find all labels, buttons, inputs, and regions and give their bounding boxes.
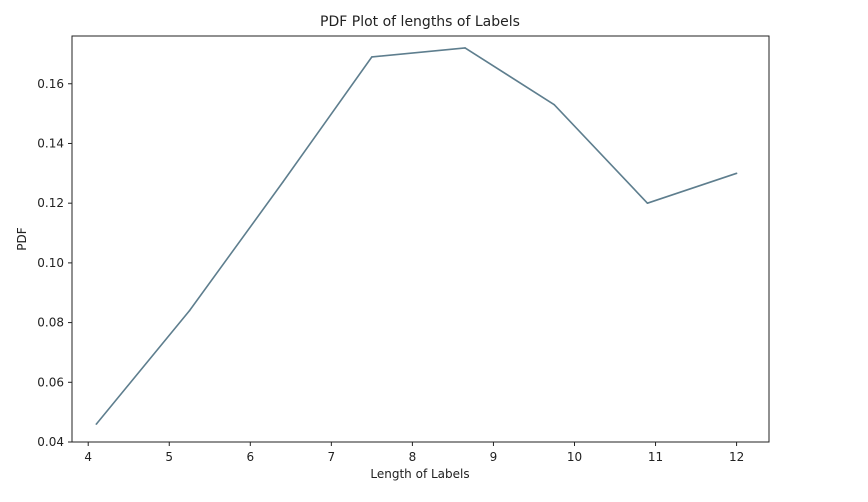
series-point (646, 202, 649, 204)
x-tick-label: 9 (490, 450, 498, 464)
series-line (95, 47, 737, 425)
x-tick-label: 4 (84, 450, 92, 464)
series-point (95, 423, 98, 425)
y-tick-label: 0.12 (37, 196, 64, 210)
series-point (553, 103, 556, 106)
y-tick-label: 0.06 (37, 375, 64, 389)
x-tick-label: 6 (246, 450, 254, 464)
x-tick-label: 7 (328, 450, 336, 464)
series-point (188, 309, 191, 312)
y-tick-label: 0.10 (37, 256, 64, 270)
x-tick-label: 8 (409, 450, 417, 464)
series-point (735, 172, 738, 175)
y-tick-label: 0.08 (37, 316, 64, 330)
series-point (371, 56, 373, 58)
x-tick-label: 10 (567, 450, 582, 464)
y-axis-label: PDF (15, 227, 29, 250)
y-axis-ticks: 0.04 0.06 0.08 0.10 0.12 0.14 0.16 (37, 77, 72, 449)
x-tick-label: 11 (648, 450, 663, 464)
x-tick-label: 12 (729, 450, 744, 464)
series-layer (95, 47, 738, 425)
y-tick-label: 0.16 (37, 77, 64, 91)
series-point (281, 181, 284, 184)
chart-title: PDF Plot of lengths of Labels (320, 14, 520, 30)
x-axis-label: Length of Labels (370, 467, 469, 481)
y-tick-label: 0.04 (37, 435, 64, 449)
plot-frame (71, 35, 770, 443)
x-tick-label: 5 (165, 450, 173, 464)
plot-area (71, 35, 770, 443)
series-point (464, 47, 466, 49)
y-tick-label: 0.14 (37, 136, 64, 150)
x-axis-ticks: 4 5 6 7 8 9 10 11 12 (84, 442, 744, 464)
